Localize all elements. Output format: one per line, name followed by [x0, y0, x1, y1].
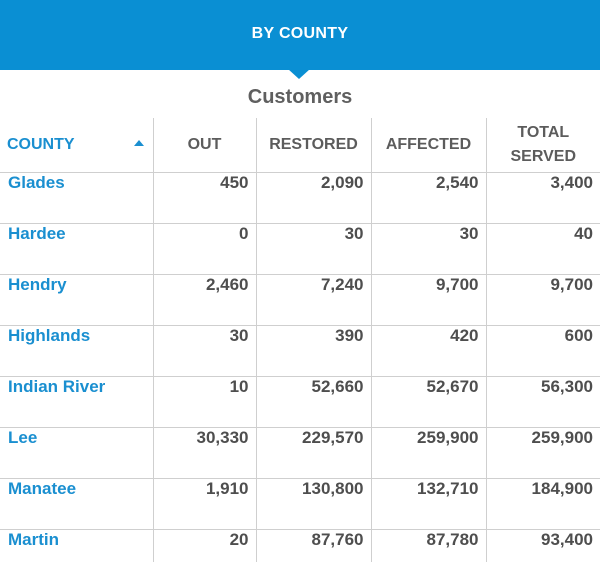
column-header-out[interactable]: OUT — [152, 118, 256, 173]
table-header-row: COUNTY OUT RESTORED AFFECTED TOTAL SERVE… — [0, 118, 600, 173]
county-link[interactable]: Hardee — [8, 223, 66, 243]
county-cell: Lee — [0, 427, 153, 479]
total-served-cell: 184,900 — [485, 478, 600, 530]
out-cell: 20 — [152, 529, 256, 562]
table-row: Indian River 10 52,660 52,670 56,300 — [0, 376, 600, 428]
out-cell: 30,330 — [152, 427, 256, 479]
table-row: Hendry 2,460 7,240 9,700 9,700 — [0, 274, 600, 326]
out-cell: 450 — [152, 172, 256, 224]
affected-cell: 52,670 — [370, 376, 486, 428]
restored-cell: 390 — [255, 325, 371, 377]
restored-cell: 2,090 — [255, 172, 371, 224]
table-row: Lee 30,330 229,570 259,900 259,900 — [0, 427, 600, 479]
affected-cell: 87,780 — [370, 529, 486, 562]
county-link[interactable]: Hendry — [8, 274, 67, 294]
county-table: COUNTY OUT RESTORED AFFECTED TOTAL SERVE… — [0, 118, 600, 562]
column-header-label: AFFECTED — [385, 135, 472, 153]
county-cell: Hendry — [0, 274, 153, 326]
affected-cell: 2,540 — [370, 172, 486, 224]
total-served-cell: 259,900 — [485, 427, 600, 479]
affected-cell: 259,900 — [370, 427, 486, 479]
header-pointer-icon — [288, 69, 310, 79]
out-cell: 0 — [152, 223, 256, 275]
column-header-label: SERVED — [510, 147, 576, 165]
total-served-cell: 9,700 — [485, 274, 600, 326]
county-cell: Glades — [0, 172, 153, 224]
county-cell: Manatee — [0, 478, 153, 530]
county-link[interactable]: Martin — [8, 529, 59, 549]
county-cell: Hardee — [0, 223, 153, 275]
total-served-cell: 40 — [485, 223, 600, 275]
table-row: Highlands 30 390 420 600 — [0, 325, 600, 377]
out-cell: 30 — [152, 325, 256, 377]
total-served-cell: 600 — [485, 325, 600, 377]
county-cell: Martin — [0, 529, 153, 562]
table-row: Glades 450 2,090 2,540 3,400 — [0, 172, 600, 224]
total-served-cell: 3,400 — [485, 172, 600, 224]
restored-cell: 229,570 — [255, 427, 371, 479]
table-row: Hardee 0 30 30 40 — [0, 223, 600, 275]
affected-cell: 132,710 — [370, 478, 486, 530]
column-header-label: OUT — [187, 135, 222, 153]
total-served-cell: 93,400 — [485, 529, 600, 562]
column-header-label: RESTORED — [269, 135, 358, 153]
county-link[interactable]: Glades — [8, 172, 65, 192]
county-link[interactable]: Manatee — [8, 478, 77, 498]
table-row: Martin 20 87,760 87,780 93,400 — [0, 529, 600, 562]
column-header-total-served[interactable]: TOTAL SERVED — [485, 118, 600, 173]
county-cell: Indian River — [0, 376, 153, 428]
affected-cell: 30 — [370, 223, 486, 275]
out-cell: 10 — [152, 376, 256, 428]
column-header-affected[interactable]: AFFECTED — [370, 118, 486, 173]
affected-cell: 9,700 — [370, 274, 486, 326]
table-row: Manatee 1,910 130,800 132,710 184,900 — [0, 478, 600, 530]
column-header-label: TOTAL — [517, 123, 570, 141]
affected-cell: 420 — [370, 325, 486, 377]
restored-cell: 87,760 — [255, 529, 371, 562]
county-link[interactable]: Indian River — [8, 376, 106, 396]
column-header-restored[interactable]: RESTORED — [255, 118, 371, 173]
sort-ascending-icon[interactable] — [133, 140, 144, 146]
header-bar[interactable]: BY COUNTY — [0, 0, 600, 70]
restored-cell: 130,800 — [255, 478, 371, 530]
county-link[interactable]: Lee — [8, 427, 38, 447]
header-title: BY COUNTY — [251, 25, 349, 42]
restored-cell: 52,660 — [255, 376, 371, 428]
out-cell: 2,460 — [152, 274, 256, 326]
out-cell: 1,910 — [152, 478, 256, 530]
column-header-county[interactable]: COUNTY — [0, 118, 153, 173]
section-title: Customers — [247, 86, 353, 108]
total-served-cell: 56,300 — [485, 376, 600, 428]
county-cell: Highlands — [0, 325, 153, 377]
county-link[interactable]: Highlands — [8, 325, 91, 345]
column-header-label: COUNTY — [7, 135, 75, 153]
restored-cell: 7,240 — [255, 274, 371, 326]
restored-cell: 30 — [255, 223, 371, 275]
